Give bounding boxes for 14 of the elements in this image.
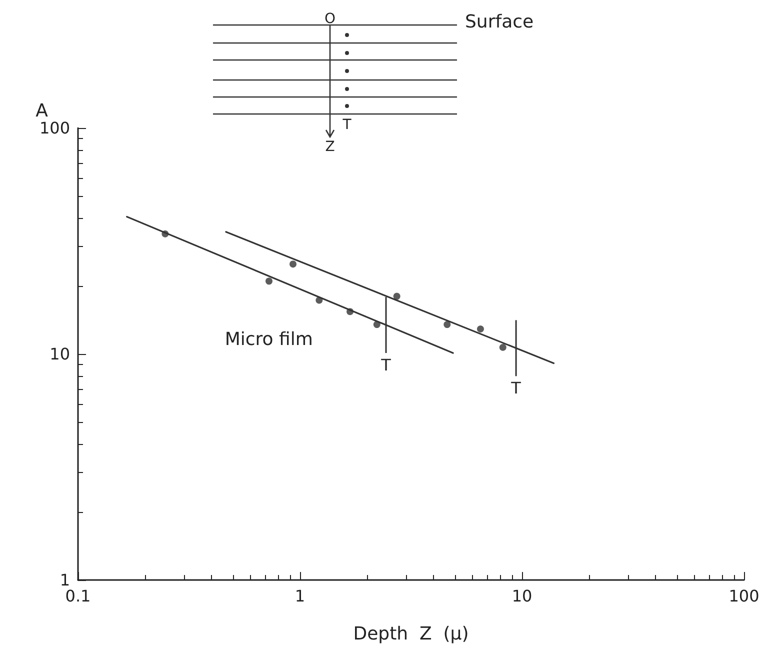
y-tick-label: 10	[50, 344, 70, 364]
ref-line-label: T	[380, 356, 392, 375]
annotation: T	[342, 117, 352, 133]
text: O	[324, 11, 336, 27]
x-tick-label: 1	[294, 586, 306, 606]
x-tick-label: 100	[728, 586, 760, 606]
text: Surface	[465, 12, 534, 32]
x-tick-label: 10	[512, 586, 532, 606]
annotation: Z	[325, 139, 335, 155]
x-axis-title: Depth Z (μ)	[353, 624, 469, 644]
series-label: Micro film	[224, 328, 313, 350]
ref-line-label: T	[510, 378, 522, 398]
x-tick-label: 0.1	[65, 586, 91, 606]
y-tick-label: 1	[60, 570, 70, 590]
